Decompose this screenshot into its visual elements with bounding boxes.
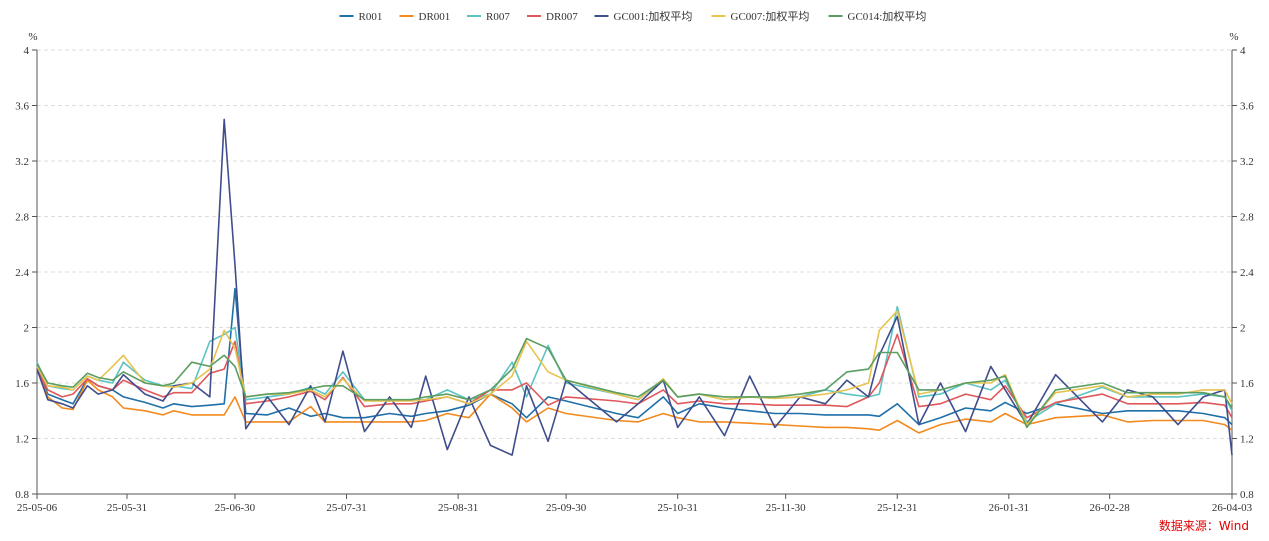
y-tick-label-left: 4 xyxy=(24,45,30,57)
y-unit-left: % xyxy=(28,31,37,43)
series-line-dr007 xyxy=(36,333,1233,419)
y-tick-label-right: 2.8 xyxy=(1240,212,1254,224)
x-tick-label: 25-08-31 xyxy=(438,502,478,514)
y-tick-label-right: 0.8 xyxy=(1240,489,1254,501)
x-tick-label: 25-07-31 xyxy=(326,502,366,514)
x-tick-label: 25-05-06 xyxy=(17,502,58,514)
legend-label: R001 xyxy=(359,11,383,23)
y-tick-label-left: 2.8 xyxy=(15,212,29,224)
y-tick-label-left: 1.2 xyxy=(15,434,29,446)
x-tick-label: 25-10-31 xyxy=(658,502,698,514)
y-tick-label-right: 1.6 xyxy=(1240,378,1254,390)
y-tick-label-left: 2 xyxy=(24,323,30,335)
x-tick-label: 25-06-30 xyxy=(215,502,256,514)
y-tick-label-left: 2.4 xyxy=(15,267,29,279)
series-line-gc014 xyxy=(36,337,1233,429)
y-tick-label-right: 3.6 xyxy=(1240,101,1254,113)
legend-label: GC014:加权平均 xyxy=(848,10,927,23)
series-line-r001 xyxy=(36,287,1233,426)
legend-label: GC007:加权平均 xyxy=(731,10,810,23)
y-tick-label-left: 3.2 xyxy=(15,156,29,168)
legend-label: DR007 xyxy=(546,11,578,23)
series-line-gc007 xyxy=(36,310,1233,426)
x-tick-label: 25-11-30 xyxy=(766,502,806,514)
x-tick-label: 26-01-31 xyxy=(989,502,1029,514)
y-tick-label-right: 2.4 xyxy=(1240,267,1254,279)
legend-label: R007 xyxy=(486,11,510,23)
legend-label: GC001:加权平均 xyxy=(614,10,693,23)
y-tick-label-right: 1.2 xyxy=(1240,434,1254,446)
series-line-gc001 xyxy=(36,118,1233,456)
y-tick-label-right: 4 xyxy=(1240,45,1246,57)
x-tick-label: 26-04-03 xyxy=(1212,502,1253,514)
y-tick-label-left: 0.8 xyxy=(15,489,29,501)
y-tick-label-left: 3.6 xyxy=(15,101,29,113)
data-source-note: 数据来源：Wind xyxy=(1158,519,1249,533)
y-tick-label-left: 1.6 xyxy=(15,378,29,390)
series-line-r007 xyxy=(36,305,1233,423)
y-tick-label-right: 3.2 xyxy=(1240,156,1254,168)
x-tick-label: 25-09-30 xyxy=(546,502,587,514)
x-tick-label: 25-12-31 xyxy=(877,502,917,514)
x-tick-label: 25-05-31 xyxy=(107,502,147,514)
x-tick-label: 26-02-28 xyxy=(1089,502,1130,514)
legend-label: DR001 xyxy=(419,11,451,23)
y-unit-right: % xyxy=(1229,31,1238,43)
y-tick-label-right: 2 xyxy=(1240,323,1246,335)
